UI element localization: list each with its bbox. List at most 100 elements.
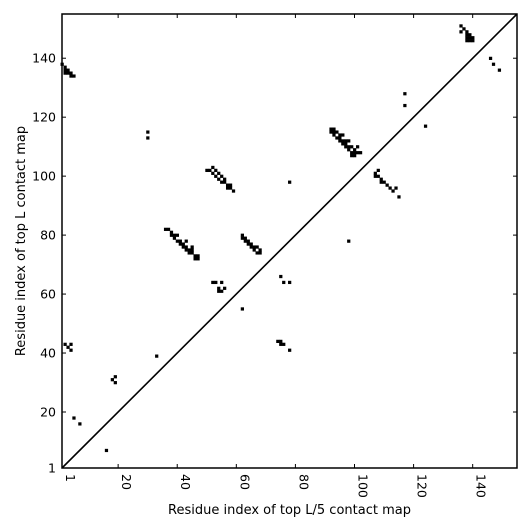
contact-point (220, 289, 224, 293)
contact-point (172, 233, 177, 237)
contact-point (468, 33, 472, 37)
contact-point (471, 36, 475, 40)
contact-point (353, 151, 357, 155)
x-tick-label: 140 (474, 474, 489, 498)
y-tick-label: 40 (40, 346, 56, 361)
contact-point (155, 354, 159, 358)
contact-point (214, 280, 218, 285)
contact-point (193, 257, 197, 261)
contact-point (217, 289, 221, 293)
contact-point (196, 254, 200, 258)
contact-point (240, 236, 244, 240)
contact-point (279, 274, 283, 279)
contact-point (465, 36, 469, 40)
contact-point (376, 168, 380, 173)
contact-point (63, 68, 67, 72)
contact-point (288, 348, 292, 352)
contact-point (190, 245, 194, 249)
y-tick-label: 120 (32, 110, 56, 125)
x-axis-label: Residue index of top L/5 contact map (168, 503, 411, 518)
contact-point (225, 183, 230, 187)
contact-point (332, 130, 336, 134)
contact-point (63, 65, 67, 69)
contact-point (279, 342, 283, 346)
x-tick-label: 1 (63, 474, 78, 482)
contact-point (211, 165, 215, 170)
contact-point (347, 139, 351, 143)
contact-point (394, 186, 398, 190)
contact-point (217, 171, 221, 175)
x-tick-label: 20 (119, 474, 134, 490)
contact-point (187, 248, 191, 252)
contact-point (78, 422, 82, 426)
contact-point (184, 245, 188, 249)
contact-point (341, 142, 345, 146)
y-axis-label: Residue index of top L contact map (14, 126, 29, 356)
contact-point (252, 245, 256, 249)
contact-point (223, 177, 227, 181)
contact-point (465, 33, 469, 37)
contact-point (246, 239, 250, 243)
contact-point (166, 227, 171, 231)
contact-point (341, 139, 345, 143)
contact-point (240, 233, 244, 237)
contact-point (344, 145, 348, 149)
contact-point (113, 381, 117, 385)
contact-point (72, 416, 76, 420)
contact-point (423, 124, 428, 128)
contact-point (329, 130, 333, 134)
contact-point (249, 242, 253, 246)
contact-point (181, 242, 185, 246)
contact-point (110, 378, 114, 382)
contact-point (471, 39, 475, 43)
contact-point (169, 233, 174, 237)
contact-point (347, 148, 351, 152)
contact-point (175, 239, 179, 243)
contact-point (403, 103, 407, 108)
contact-point (169, 230, 174, 234)
contact-point (344, 142, 348, 146)
contact-point (228, 186, 233, 190)
contact-point (193, 254, 197, 258)
y-tick-label: 20 (40, 404, 56, 419)
contact-point (214, 174, 218, 178)
contact-point (223, 286, 227, 290)
diagonal-line (61, 13, 518, 469)
contact-point (146, 130, 150, 134)
x-tick-label: 120 (415, 474, 430, 498)
contact-point (184, 239, 188, 243)
contact-point (288, 280, 292, 285)
contact-point (172, 236, 177, 240)
contact-point (104, 448, 109, 453)
contact-point (350, 154, 354, 158)
contact-point (459, 24, 463, 28)
contact-point (338, 136, 342, 140)
contact-point (497, 68, 502, 72)
contact-point (69, 348, 73, 352)
x-axis-ticks: 1 20 40 60 80 100 120 140 (61, 14, 489, 498)
contact-point (388, 186, 392, 190)
contact-point (282, 342, 286, 346)
contact-points (60, 24, 502, 453)
contact-point (288, 180, 292, 184)
contact-point (332, 133, 336, 137)
contact-point (69, 342, 73, 346)
contact-point (175, 233, 179, 237)
contact-point (358, 151, 363, 155)
x-tick-label: 80 (296, 474, 311, 490)
x-tick-label: 100 (356, 474, 371, 498)
contact-point (385, 183, 389, 187)
contact-point (347, 145, 351, 149)
contact-point (258, 248, 262, 252)
contact-point (246, 242, 250, 246)
contact-point (220, 280, 224, 285)
contact-point (373, 174, 377, 178)
contact-point (255, 251, 259, 255)
contact-point (187, 251, 191, 255)
contact-point (391, 189, 395, 193)
contact-point (379, 177, 383, 181)
contact-point (335, 136, 339, 140)
contact-point (491, 62, 496, 66)
